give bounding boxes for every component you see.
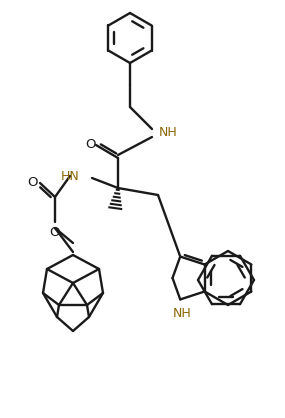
Text: O: O [49, 225, 59, 239]
Text: NH: NH [159, 127, 178, 140]
Text: O: O [86, 138, 96, 151]
Text: NH: NH [173, 307, 192, 320]
Text: HN: HN [61, 170, 80, 183]
Text: O: O [28, 176, 38, 189]
